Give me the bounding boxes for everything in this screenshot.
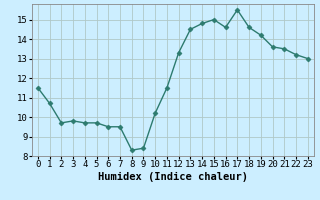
X-axis label: Humidex (Indice chaleur): Humidex (Indice chaleur) <box>98 172 248 182</box>
